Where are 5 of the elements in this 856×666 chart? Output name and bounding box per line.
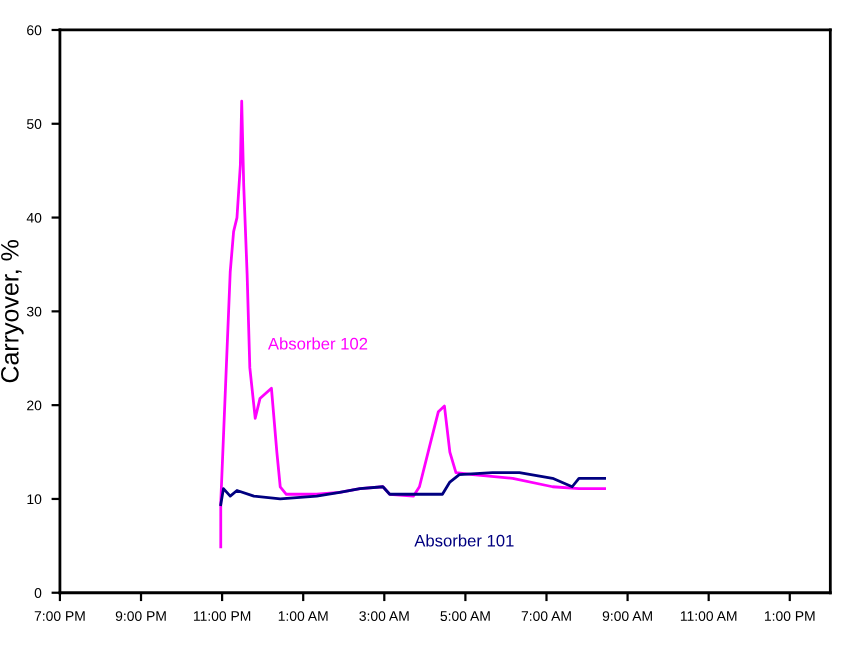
annotation: Absorber 102 [267,337,368,350]
line-series [219,99,606,549]
y-axis-title: Carryover, % [1,240,24,383]
annotation: Absorber 101 [414,534,514,547]
line-series [219,471,606,506]
